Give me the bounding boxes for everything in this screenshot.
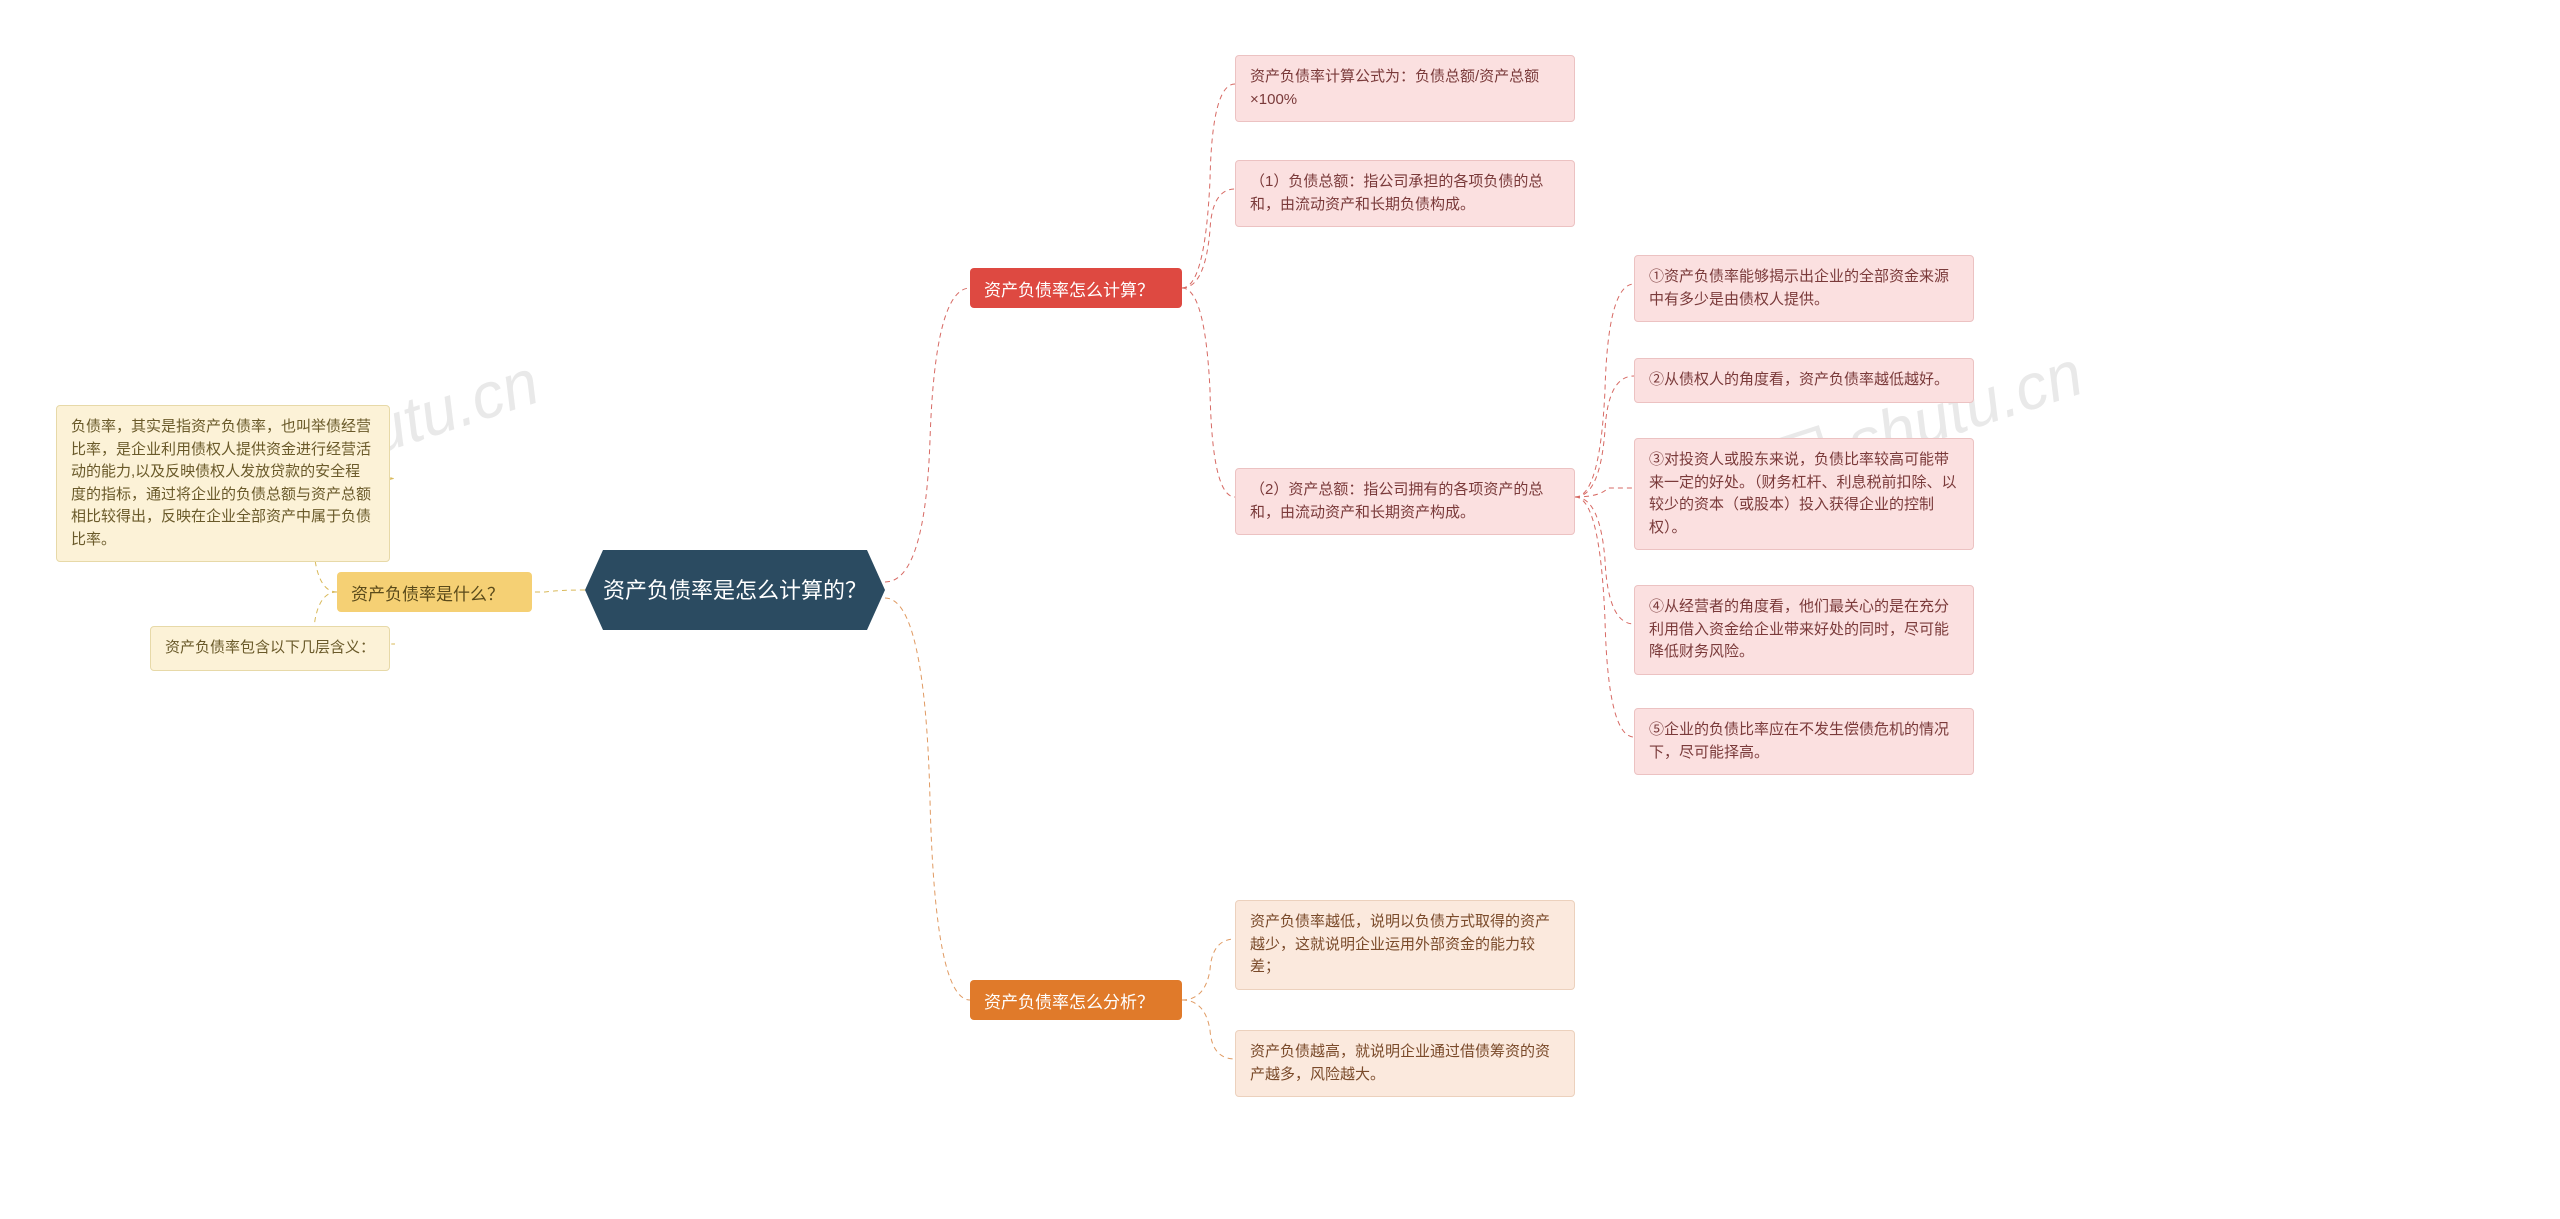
leaf-text: 负债率，其实是指资产负债率，也叫举债经营比率，是企业利用债权人提供资金进行经营活…: [71, 418, 371, 548]
leaf-text: ⑤企业的负债比率应在不发生偿债危机的情况下，尽可能择高。: [1649, 721, 1949, 761]
leaf-text: ④从经营者的角度看，他们最关心的是在充分利用借入资金给企业带来好处的同时，尽可能…: [1649, 598, 1949, 660]
leaf-text: （2）资产总额：指公司拥有的各项资产的总和，由流动资产和长期资产构成。: [1250, 481, 1543, 521]
branch-label: 资产负债率是什么？: [351, 585, 504, 604]
branch-label: 资产负债率怎么计算？: [984, 281, 1154, 300]
leaf-text: 资产负债越高，就说明企业通过借债筹资的资产越多，风险越大。: [1250, 1043, 1550, 1083]
leaf-text: 资产负债率计算公式为：负债总额/资产总额×100%: [1250, 68, 1539, 108]
leaf-meaning-4: ④从经营者的角度看，他们最关心的是在充分利用借入资金给企业带来好处的同时，尽可能…: [1634, 585, 1974, 675]
branch-what-is[interactable]: 资产负债率是什么？: [337, 572, 532, 612]
leaf-text: （1）负债总额：指公司承担的各项负债的总和，由流动资产和长期负债构成。: [1250, 173, 1543, 213]
leaf-analysis-high: 资产负债越高，就说明企业通过借债筹资的资产越多，风险越大。: [1235, 1030, 1575, 1097]
root-node[interactable]: 资产负债率是怎么计算的？: [585, 550, 885, 630]
leaf-definition: 负债率，其实是指资产负债率，也叫举债经营比率，是企业利用债权人提供资金进行经营活…: [56, 405, 390, 562]
leaf-text: ②从债权人的角度看，资产负债率越低越好。: [1649, 371, 1949, 388]
root-label: 资产负债率是怎么计算的？: [603, 574, 867, 607]
leaf-liabilities: （1）负债总额：指公司承担的各项负债的总和，由流动资产和长期负债构成。: [1235, 160, 1575, 227]
leaf-assets: （2）资产总额：指公司拥有的各项资产的总和，由流动资产和长期资产构成。: [1235, 468, 1575, 535]
branch-label: 资产负债率怎么分析？: [984, 993, 1154, 1012]
leaf-formula: 资产负债率计算公式为：负债总额/资产总额×100%: [1235, 55, 1575, 122]
leaf-meaning-2: ②从债权人的角度看，资产负债率越低越好。: [1634, 358, 1974, 403]
leaf-meaning-5: ⑤企业的负债比率应在不发生偿债危机的情况下，尽可能择高。: [1634, 708, 1974, 775]
leaf-meaning-3: ③对投资人或股东来说，负债比率较高可能带来一定的好处。（财务杠杆、利息税前扣除、…: [1634, 438, 1974, 550]
leaf-analysis-low: 资产负债率越低，说明以负债方式取得的资产越少，这就说明企业运用外部资金的能力较差…: [1235, 900, 1575, 990]
branch-how-analyze[interactable]: 资产负债率怎么分析？: [970, 980, 1182, 1020]
branch-how-calc[interactable]: 资产负债率怎么计算？: [970, 268, 1182, 308]
leaf-text: ③对投资人或股东来说，负债比率较高可能带来一定的好处。（财务杠杆、利息税前扣除、…: [1649, 451, 1957, 536]
leaf-meaning-1: ①资产负债率能够揭示出企业的全部资金来源中有多少是由债权人提供。: [1634, 255, 1974, 322]
leaf-text: 资产负债率越低，说明以负债方式取得的资产越少，这就说明企业运用外部资金的能力较差…: [1250, 913, 1550, 975]
leaf-text: ①资产负债率能够揭示出企业的全部资金来源中有多少是由债权人提供。: [1649, 268, 1949, 308]
leaf-text: 资产负债率包含以下几层含义：: [165, 639, 375, 656]
leaf-meanings: 资产负债率包含以下几层含义：: [150, 626, 390, 671]
